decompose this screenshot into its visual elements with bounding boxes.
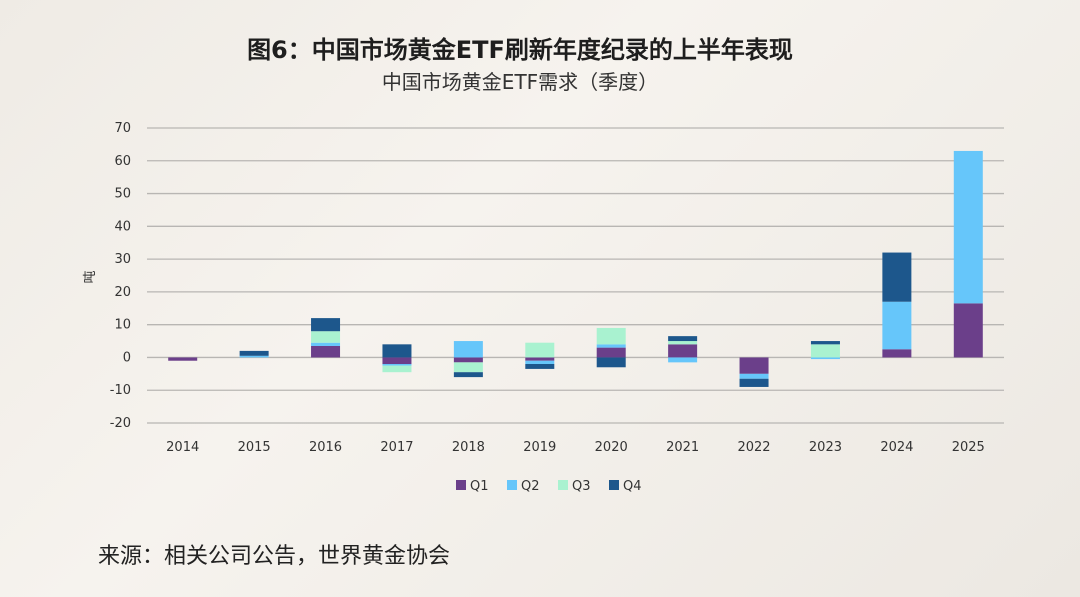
bar-layer [168, 150, 983, 387]
bar-q1-2018 [453, 357, 483, 363]
y-tick-label: 0 [123, 350, 131, 365]
legend-label-q4: Q4 [623, 479, 642, 494]
y-tick-label: -20 [110, 416, 131, 431]
bar-q2-2024 [882, 301, 912, 350]
x-tick-label: 2025 [952, 440, 985, 455]
legend-swatch-q3 [558, 480, 568, 490]
bar-q3-2017 [382, 365, 412, 373]
bar-q4-2022 [739, 378, 769, 387]
x-tick-label: 2017 [380, 440, 413, 455]
y-tick-label: 10 [114, 318, 131, 333]
bar-q3-2019 [525, 342, 555, 358]
bar-q2-2015 [239, 355, 269, 358]
bar-q3-2018 [453, 362, 483, 373]
legend-label-q2: Q2 [521, 479, 540, 494]
bar-q2-2025 [953, 150, 983, 304]
x-tick-label: 2024 [880, 440, 913, 455]
bar-q1-2022 [739, 357, 769, 374]
y-tick-label: 60 [114, 154, 131, 169]
x-tick-label: 2023 [809, 440, 842, 455]
bar-q3-2023 [810, 344, 840, 358]
bar-q2-2023 [810, 357, 840, 360]
bar-q4-2018 [453, 372, 483, 378]
page-title: 图6：中国市场黄金ETF刷新年度纪录的上半年表现 [247, 36, 793, 64]
bar-q1-2024 [882, 349, 912, 358]
y-tick-label: 20 [114, 285, 131, 300]
bar-q2-2022 [739, 373, 769, 379]
bar-q3-2021 [668, 341, 698, 345]
x-tick-label: 2022 [737, 440, 770, 455]
bar-q4-2015 [239, 350, 269, 356]
bar-q2-2017 [382, 364, 412, 366]
y-tick-label: 40 [114, 219, 131, 234]
bar-q2-2018 [453, 341, 483, 358]
bar-q4-2016 [311, 318, 341, 332]
x-tick-label: 2020 [595, 440, 628, 455]
chart-subtitle: 中国市场黄金ETF需求（季度） [381, 70, 659, 94]
y-tick-label: 70 [114, 121, 131, 136]
bar-q4-2021 [668, 336, 698, 342]
bar-q4-2019 [525, 364, 555, 369]
bar-q4-2023 [810, 341, 840, 345]
source-note: 来源：相关公司公告，世界黄金协会 [98, 544, 451, 569]
y-tick-label: 50 [114, 187, 131, 202]
bar-q2-2016 [311, 342, 341, 346]
grid-layer [147, 127, 1004, 424]
bar-q3-2016 [311, 331, 341, 343]
legend: Q1 Q2 Q3 Q4 [456, 479, 642, 494]
x-tick-label: 2014 [166, 440, 199, 455]
bar-q4-2020 [596, 357, 626, 368]
bar-q4-2024 [882, 252, 912, 302]
x-tick-label: 2016 [309, 440, 342, 455]
x-tick-label: 2018 [452, 440, 485, 455]
axis-layer: 70 60 50 40 30 20 10 0 -10 -20 2014 2015 2016 2017 201… [110, 121, 985, 455]
y-tick-label: 30 [114, 252, 131, 267]
bar-q1-2014 [168, 357, 198, 361]
bar-q3-2020 [596, 327, 626, 345]
bar-q1-2021 [668, 344, 698, 358]
y-axis-label: 吨 [83, 270, 98, 283]
legend-swatch-q2 [507, 480, 517, 490]
legend-swatch-q4 [609, 480, 619, 490]
legend-label-q3: Q3 [572, 479, 591, 494]
bar-q2-2020 [596, 344, 626, 348]
x-tick-label: 2019 [523, 440, 556, 455]
y-tick-label: -10 [110, 383, 131, 398]
bar-q1-2017 [382, 357, 412, 364]
bar-q1-2019 [525, 357, 555, 361]
bar-q2-2019 [525, 360, 555, 364]
bar-q1-2016 [311, 345, 341, 358]
bar-q4-2017 [382, 344, 412, 358]
bar-q2-2021 [668, 357, 698, 363]
legend-label-q1: Q1 [470, 479, 489, 494]
x-tick-label: 2015 [238, 440, 271, 455]
bar-q1-2025 [953, 303, 983, 358]
x-tick-label: 2021 [666, 440, 699, 455]
legend-swatch-q1 [456, 480, 466, 490]
bar-q1-2020 [596, 347, 626, 358]
